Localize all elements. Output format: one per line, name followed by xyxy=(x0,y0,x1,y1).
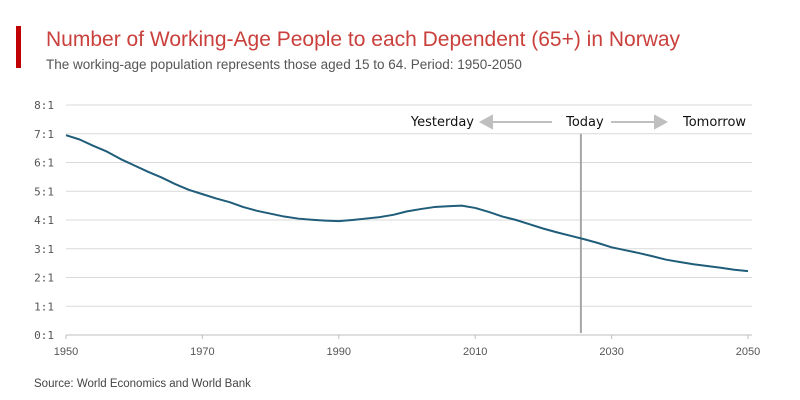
x-tick-label: 1950 xyxy=(54,346,78,358)
x-axis-tick-labels: 1950 1970 1990 2010 2030 2050 xyxy=(54,335,760,358)
y-tick-label: 7:1 xyxy=(34,128,54,141)
y-tick-label: 6:1 xyxy=(34,157,54,170)
chart-subtitle: The working-age population represents th… xyxy=(46,57,522,72)
y-tick-label: 5:1 xyxy=(34,185,54,198)
y-tick-label: 4:1 xyxy=(34,214,54,227)
annotation-tomorrow-label: Tomorrow xyxy=(682,115,746,130)
source-note: Source: World Economics and World Bank xyxy=(34,378,251,390)
grid-lines xyxy=(66,104,752,336)
series-line-dependency-ratio xyxy=(65,134,749,273)
annotation-today-label: Today xyxy=(565,115,604,130)
chart-title: Number of Working-Age People to each Dep… xyxy=(46,28,681,51)
y-axis-tick-labels: 0:1 1:1 2:1 3:1 4:1 5:1 6:1 7:1 8:1 xyxy=(34,99,54,342)
x-tick-label: 2010 xyxy=(463,346,487,358)
x-tick-label: 2030 xyxy=(599,346,623,358)
title-accent-bar xyxy=(16,26,21,68)
y-tick-label: 0:1 xyxy=(34,329,54,342)
x-tick-label: 1990 xyxy=(327,346,351,358)
y-tick-label: 2:1 xyxy=(34,272,54,285)
today-annotation: Yesterday Today Tomorrow xyxy=(410,114,746,333)
y-tick-label: 8:1 xyxy=(34,99,54,112)
x-tick-label: 1970 xyxy=(190,346,214,358)
annotation-yesterday-label: Yesterday xyxy=(410,115,474,130)
x-tick-label: 2050 xyxy=(736,346,760,358)
y-tick-label: 3:1 xyxy=(34,243,54,256)
y-tick-label: 1:1 xyxy=(34,300,54,313)
arrow-right-icon xyxy=(611,114,669,130)
arrow-left-icon xyxy=(478,114,552,130)
